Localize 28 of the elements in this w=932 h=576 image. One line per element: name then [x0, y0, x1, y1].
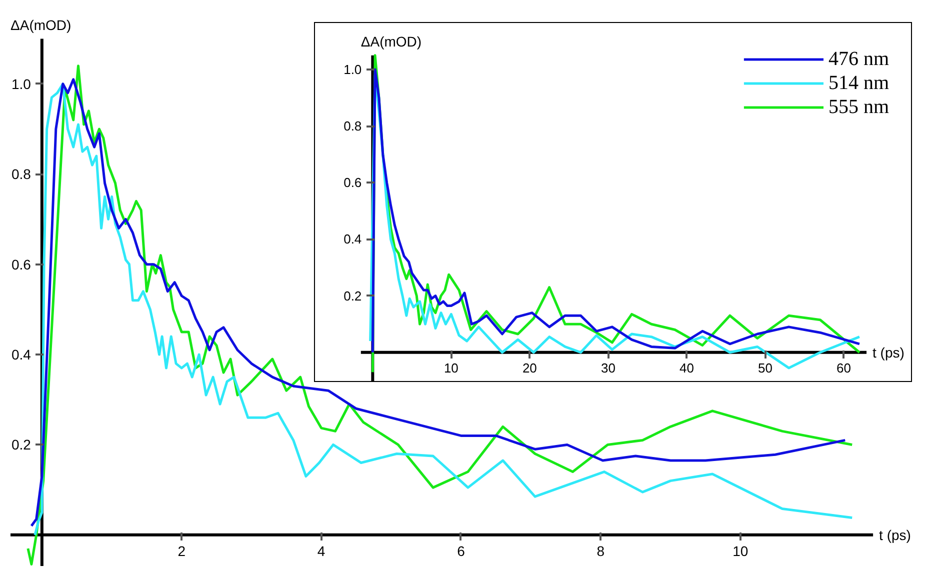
legend-label: 555 nm	[828, 95, 889, 119]
x-tick-label: 30	[600, 360, 616, 376]
y-tick-label: 0.2	[344, 288, 362, 304]
legend-label: 514 nm	[828, 71, 889, 95]
y-tick-label: 0.8	[11, 166, 32, 182]
x-tick-label: 2	[178, 542, 186, 559]
x-axis-title: t (ps)	[872, 344, 904, 360]
x-tick-label: 6	[457, 542, 466, 559]
x-tick-label: 10	[732, 542, 748, 559]
y-tick-label: 0.6	[11, 256, 32, 272]
x-axis-title: t (ps)	[879, 526, 911, 543]
x-tick-label: 10	[444, 360, 458, 376]
y-tick-label: 0.4	[344, 232, 362, 247]
y-tick-label: 1.0	[11, 76, 32, 92]
y-tick-label: 1.0	[344, 62, 362, 78]
x-tick-label: 60	[836, 360, 851, 376]
y-tick-label: 0.4	[11, 346, 32, 363]
x-tick-label: 8	[596, 542, 605, 559]
y-tick-label: 0.2	[11, 436, 32, 453]
y-axis-title: ΔA(mOD)	[360, 33, 422, 50]
legend-label: 476 nm	[828, 47, 889, 71]
y-tick-label: 0.8	[344, 118, 362, 134]
x-tick-label: 40	[679, 360, 694, 376]
x-tick-label: 4	[317, 542, 326, 559]
y-axis-title: ΔA(mOD)	[10, 16, 72, 33]
y-tick-label: 0.6	[344, 175, 362, 190]
x-tick-label: 20	[522, 360, 537, 376]
x-tick-label: 50	[758, 360, 772, 376]
